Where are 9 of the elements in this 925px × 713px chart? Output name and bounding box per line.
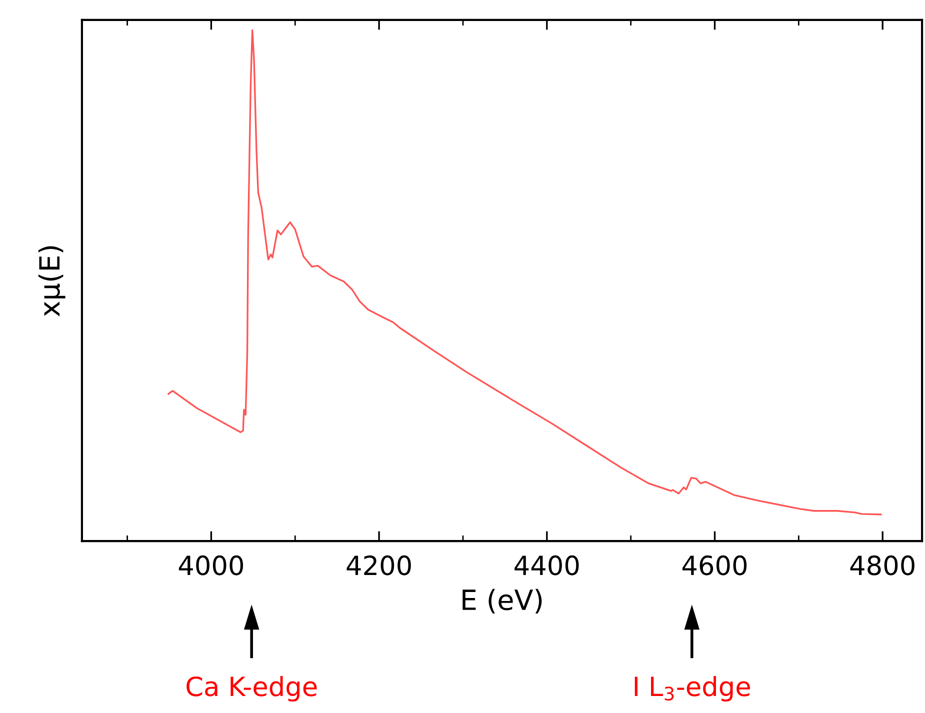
y-axis-title: xμ(E) [38,246,66,316]
text: I L$_{3}$-edge [634,676,750,702]
x-axis-title: E (eV) [462,588,542,614]
x-tick-label: 4200 [346,555,411,576]
x-tick-label: 4000 [178,555,244,576]
x-tick-label: 4400 [514,555,579,576]
text: Ca K-edge [186,676,317,702]
x-tick-label: 4800 [850,555,914,576]
x-tick-label: 4600 [682,555,747,576]
